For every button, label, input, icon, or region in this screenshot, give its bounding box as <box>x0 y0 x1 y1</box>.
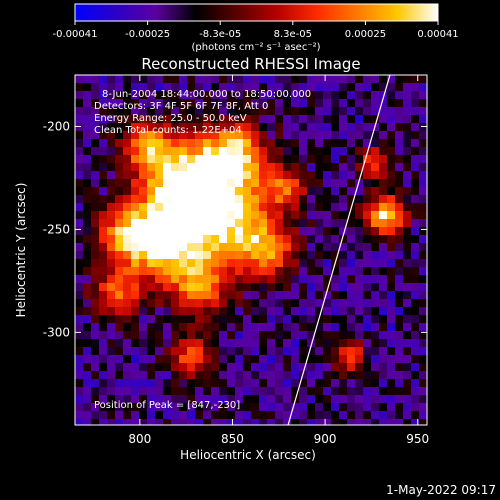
info-line-energy: Energy Range: 25.0 - 50.0 keV <box>94 113 247 124</box>
y-tick-label: -200 <box>43 119 70 133</box>
colorbar <box>74 3 439 22</box>
info-line-time: 8-Jun-2004 18:44:00.000 to 18:50:00.000 <box>102 89 311 100</box>
image-title: Reconstructed RHESSI Image <box>141 55 360 73</box>
reconstructed-image <box>75 75 427 425</box>
x-axis-label: Heliocentric X (arcsec) <box>180 448 316 462</box>
solar-limb-line <box>287 75 391 425</box>
footer-date: 1-May-2022 09:17 <box>386 483 496 497</box>
info-line-clean: Clean Total counts: 1.22E+04 <box>94 125 242 136</box>
colorbar-tick-label: -0.00041 <box>53 29 98 40</box>
colorbar-tick-label: -0.00025 <box>125 29 170 40</box>
colorbar-tick-label: 0.00025 <box>345 29 386 40</box>
peak-position-text: Position of Peak = [847,-230] <box>94 400 240 411</box>
x-tick-label: 900 <box>314 432 337 446</box>
y-axis-label: Heliocentric Y (arcsec) <box>14 183 28 318</box>
colorbar-unit-label: (photons cm⁻² s⁻¹ asec⁻²) <box>191 42 320 53</box>
x-axis-ticks: 800 850 900 950 <box>128 75 429 446</box>
y-axis-ticks: -200 -250 -300 <box>43 119 427 339</box>
info-line-detectors: Detectors: 3F 4F 5F 6F 7F 8F, Att 0 <box>94 101 268 112</box>
x-tick-label: 800 <box>128 432 151 446</box>
y-tick-label: -300 <box>43 325 70 339</box>
colorbar-ticks: -0.00041 -0.00025 -8.3e-05 8.3e-05 0.00025 0.… <box>53 21 459 40</box>
plot-frame <box>74 74 428 426</box>
y-tick-label: -250 <box>43 222 70 236</box>
x-tick-label: 950 <box>406 432 429 446</box>
colorbar-tick-label: -8.3e-05 <box>199 29 241 40</box>
colorbar-tick-label: 0.00041 <box>417 29 458 40</box>
colorbar-tick-label: 8.3e-05 <box>274 29 312 40</box>
x-tick-label: 850 <box>221 432 244 446</box>
